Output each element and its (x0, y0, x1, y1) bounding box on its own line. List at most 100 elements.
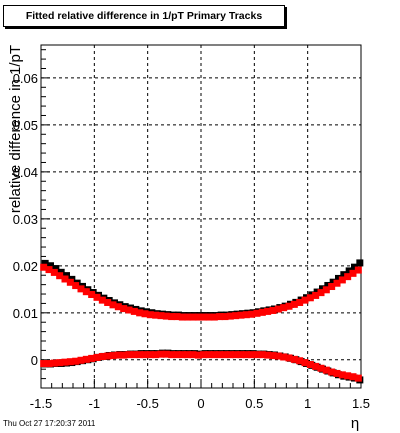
data-point (72, 357, 80, 365)
data-point (93, 353, 101, 361)
data-point (274, 305, 282, 313)
data-point (61, 275, 69, 283)
data-point (168, 313, 176, 321)
data-point (98, 353, 106, 361)
data-point (216, 313, 224, 321)
data-point (109, 352, 117, 360)
data-point (88, 354, 96, 362)
data-point (152, 311, 160, 319)
data-point (226, 351, 234, 359)
y-tick-label: 0.05 (13, 118, 38, 133)
data-point (162, 312, 170, 320)
data-point (322, 286, 330, 294)
data-point (120, 351, 128, 359)
data-point (226, 312, 234, 320)
data-point (125, 306, 133, 314)
data-point (47, 262, 54, 270)
data-point (93, 293, 101, 301)
data-point (329, 278, 337, 286)
data-point (237, 311, 245, 319)
data-point (50, 359, 58, 367)
data-point (45, 360, 53, 368)
data-point (285, 302, 293, 310)
data-point (253, 351, 261, 359)
data-point (178, 351, 186, 359)
chart-title: Fitted relative difference in 1/pT Prima… (3, 5, 285, 27)
x-tick-label: -1 (89, 396, 101, 411)
data-point (290, 300, 298, 308)
data-point (328, 368, 336, 376)
data-point (130, 351, 138, 359)
data-point (333, 369, 341, 377)
data-point (354, 374, 362, 382)
data-point (317, 289, 325, 297)
data-point (338, 371, 346, 379)
data-point (306, 361, 314, 369)
data-point (232, 312, 240, 320)
data-point (146, 311, 154, 319)
data-point (253, 309, 261, 317)
data-point (340, 271, 348, 279)
data-point (312, 291, 320, 299)
data-point (248, 351, 256, 359)
tick-labels: -1.5 -1 -0.5 0 0.5 1 1.5 0 0.01 0.02 0.03 0.04 0.05 0… (13, 71, 370, 411)
data-point (258, 351, 266, 359)
data-point (66, 358, 74, 366)
data-point (356, 259, 364, 267)
data-point (344, 273, 352, 281)
data-point (189, 313, 197, 321)
data-point (205, 313, 213, 321)
data-point (324, 281, 332, 289)
data-point (52, 265, 60, 273)
y-tick-label: 0.01 (13, 306, 38, 321)
data-point (280, 304, 288, 312)
data-point (40, 360, 48, 368)
data-point (162, 350, 170, 358)
data-point (280, 353, 288, 361)
x-tick-label: 0.5 (245, 396, 263, 411)
data-point (50, 268, 58, 276)
data-point (41, 259, 49, 267)
data-point (168, 351, 176, 359)
data-point (344, 372, 352, 380)
data-point (210, 351, 218, 359)
y-tick-label: 0.06 (13, 71, 38, 86)
data-point (333, 279, 341, 287)
data-point (66, 278, 74, 286)
data-point (264, 307, 272, 315)
data-point (125, 351, 133, 359)
data-point (317, 364, 325, 372)
data-point (109, 301, 117, 309)
data-point (82, 355, 90, 363)
data-point (312, 362, 320, 370)
data-point (200, 351, 208, 359)
data-point (200, 313, 208, 321)
data-point (152, 351, 160, 359)
grid (41, 45, 361, 388)
data-point (258, 308, 266, 316)
data-point (173, 313, 181, 321)
data-point (104, 352, 112, 360)
data-point (205, 351, 213, 359)
data-point (82, 288, 90, 296)
data-point (141, 310, 149, 318)
data-point (354, 266, 362, 274)
data-point (328, 283, 336, 291)
data-point (242, 351, 250, 359)
data-point (157, 350, 165, 358)
y-tick-label: 0.04 (13, 165, 38, 180)
data-point (184, 313, 192, 321)
data-point (114, 351, 122, 359)
axes (40, 44, 362, 389)
data-point (184, 351, 192, 359)
data-point (136, 309, 144, 317)
data-point (221, 313, 229, 321)
data-point (77, 285, 85, 293)
data-point (285, 354, 293, 362)
data-point (136, 351, 144, 359)
data-point (221, 351, 229, 359)
data-point (338, 276, 346, 284)
y-tick-label: 0.02 (13, 259, 38, 274)
data-point (296, 298, 304, 306)
data-point (349, 269, 357, 277)
